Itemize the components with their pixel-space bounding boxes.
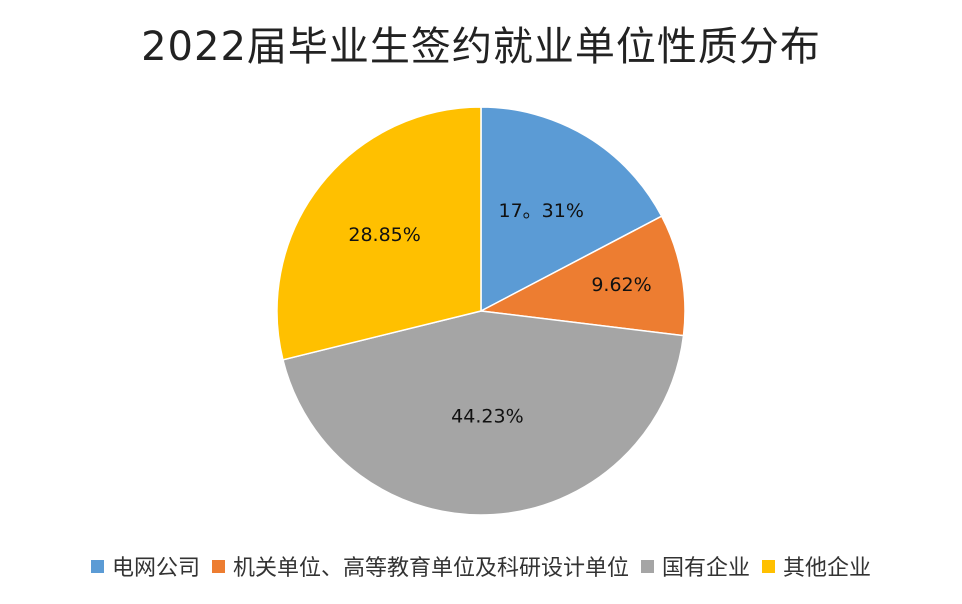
pie-slice-4: [276, 106, 482, 361]
slice-data-label-2: 9.62%: [591, 274, 651, 296]
pie-slice-2: [478, 215, 686, 337]
chart-title: 2022届毕业生签约就业单位性质分布: [141, 24, 821, 70]
chart-legend: 电网公司 机关单位、高等教育单位及科研设计单位 国有企业 其他企业: [0, 550, 962, 582]
legend-swatch-3: [641, 559, 654, 573]
legend-item-4: 其他企业: [762, 550, 871, 582]
slice-data-label-3: 44.23%: [451, 405, 523, 427]
pie-slice-1: [480, 106, 663, 313]
slice-data-label-4: 28.85%: [348, 224, 420, 246]
legend-label-4: 其他企业: [783, 556, 872, 581]
pie-data-labels: 17。31% 9.62% 44.23% 28.85%: [348, 200, 651, 427]
legend-item-3: 国有企业: [641, 550, 750, 582]
legend-label-1: 电网公司: [111, 556, 200, 581]
legend-swatch-1: [90, 559, 104, 573]
legend-label-2: 机关单位、高等教育单位及科研设计单位: [232, 556, 629, 581]
pie-slice-3: [282, 310, 685, 516]
legend-item-1: 电网公司: [90, 550, 200, 582]
pie-slices: [276, 106, 686, 516]
slice-data-label-1: 17。31%: [498, 200, 583, 222]
legend-swatch-2: [211, 559, 225, 573]
legend-item-2: 机关单位、高等教育单位及科研设计单位: [211, 550, 629, 582]
legend-swatch-4: [762, 559, 776, 573]
legend-label-3: 国有企业: [662, 556, 751, 581]
